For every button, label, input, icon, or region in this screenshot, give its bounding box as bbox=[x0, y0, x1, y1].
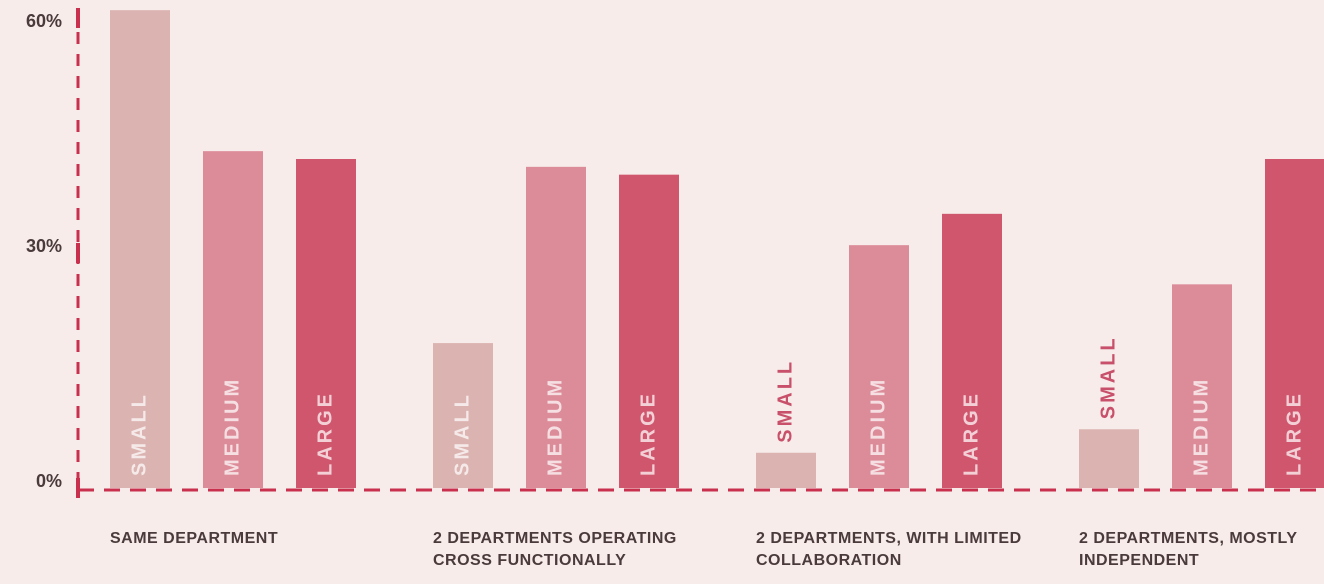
category-label: 2 DEPARTMENTS, MOSTLY INDEPENDENT bbox=[1079, 530, 1298, 569]
bar-series-label: LARGE bbox=[960, 391, 982, 476]
bar-series-label: MEDIUM bbox=[1190, 377, 1212, 476]
bar-series-label: LARGE bbox=[1283, 391, 1305, 476]
bar bbox=[110, 10, 170, 489]
bar bbox=[1265, 159, 1324, 488]
bar-series-label: SMALL bbox=[774, 359, 796, 443]
bar bbox=[203, 151, 263, 488]
bar bbox=[942, 213, 1002, 489]
bar bbox=[526, 166, 586, 489]
bar-series-label: MEDIUM bbox=[867, 377, 889, 476]
bar-series-label: MEDIUM bbox=[544, 377, 566, 476]
bar bbox=[1172, 284, 1232, 488]
bar bbox=[849, 245, 909, 488]
category-label: 2 DEPARTMENTS OPERATING CROSS FUNCTIONAL… bbox=[433, 530, 677, 569]
y-tick-label: 0% bbox=[36, 471, 62, 491]
bar-series-label: SMALL bbox=[128, 392, 150, 476]
category-label: SAME DEPARTMENT bbox=[110, 530, 279, 547]
bar bbox=[296, 159, 356, 488]
bar-series-label: MEDIUM bbox=[221, 377, 243, 476]
bar bbox=[433, 343, 493, 488]
bar-series-label: SMALL bbox=[451, 392, 473, 476]
bar-series-label: LARGE bbox=[637, 391, 659, 476]
y-tick-label: 30% bbox=[26, 236, 62, 256]
category-label: 2 DEPARTMENTS, WITH LIMITED COLLABORATIO… bbox=[756, 530, 1022, 569]
bar bbox=[1079, 429, 1139, 488]
y-tick-label: 60% bbox=[26, 11, 62, 31]
bar bbox=[619, 174, 679, 488]
bar bbox=[756, 452, 816, 488]
bar-series-label: LARGE bbox=[314, 391, 336, 476]
bar-series-label: SMALL bbox=[1097, 335, 1119, 419]
